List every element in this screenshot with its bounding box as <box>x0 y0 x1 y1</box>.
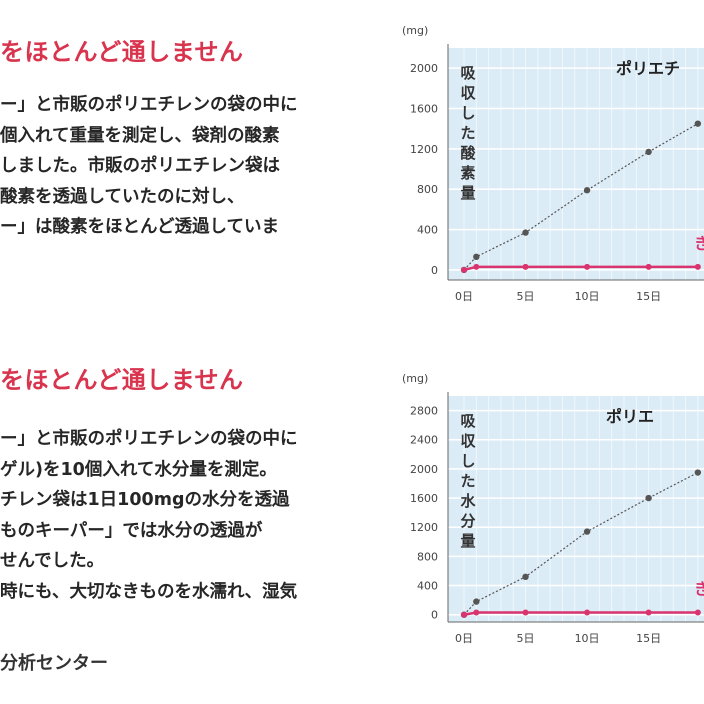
body-line: 時にも、大切なきものを水濡れ、湿気 <box>0 581 298 602</box>
oxygen-ylabel-char: 収 <box>460 84 476 102</box>
oxygen-series-0-point <box>473 253 480 260</box>
moisture-series-1-label: き <box>694 580 704 599</box>
moisture-ylabel-char: 水 <box>460 492 476 510</box>
oxygen-unit-label: (mg) <box>402 24 428 37</box>
oxygen-series-1-point <box>584 263 591 270</box>
moisture-ytick-label: 1600 <box>410 492 438 505</box>
moisture-xtick-label: 15日 <box>636 632 661 645</box>
section-2-body: ー」と市販のポリエチレンの袋の中に ゲル)を10個入れて水分量を測定。 チレン袋… <box>0 424 385 607</box>
moisture-series-1-point <box>522 609 529 616</box>
moisture-ytick-label: 2800 <box>410 405 438 418</box>
oxygen-ylabel-char: 量 <box>460 184 475 202</box>
moisture-ytick-label: 2000 <box>410 463 438 476</box>
moisture-series-1-point <box>645 609 652 616</box>
section-1-body: ー」と市販のポリエチレンの袋の中に 個入れて重量を測定し、袋剤の酸素 しました。… <box>0 90 385 243</box>
moisture-xtick-label: 10日 <box>575 632 600 645</box>
section-1-heading: をほとんど通しません <box>0 38 244 66</box>
moisture-chart: (mg) 0 400 800 1200 1600 2000 2400 2800 0日 5日 10日 15… <box>388 358 704 658</box>
oxygen-xtick-label: 10日 <box>575 290 600 303</box>
moisture-xtick-label: 5日 <box>517 632 535 645</box>
body-line: ー」と市販のポリエチレンの袋の中に <box>0 429 298 449</box>
oxygen-ytick-label: 1600 <box>410 103 438 116</box>
body-line: ー」と市販のポリエチレンの袋の中に <box>0 95 298 115</box>
oxygen-ylabel-char: た <box>460 124 475 142</box>
moisture-series-0-point <box>694 469 702 476</box>
body-line: しました。市販のポリエチレン袋は <box>0 156 280 176</box>
oxygen-xtick-label: 15日 <box>636 290 661 303</box>
oxygen-series-0-label: ポリエチ <box>616 59 680 78</box>
moisture-ytick-label: 1200 <box>410 521 438 534</box>
moisture-ytick-label: 800 <box>417 550 438 563</box>
moisture-ylabel-char: 分 <box>460 512 475 530</box>
moisture-series-1-point <box>473 609 480 616</box>
oxygen-series-1-point <box>694 263 701 270</box>
oxygen-series-1-point <box>645 263 652 270</box>
moisture-series-0-point <box>645 494 652 502</box>
oxygen-ytick-label: 800 <box>417 183 438 196</box>
moisture-series-1-point <box>694 609 701 616</box>
moisture-ylabel-char: し <box>460 452 475 470</box>
oxygen-series-0-point <box>583 187 591 194</box>
oxygen-series-1-point <box>522 263 529 270</box>
moisture-series-1-point <box>584 609 591 616</box>
moisture-unit-label: (mg) <box>402 372 428 385</box>
oxygen-series-0-line <box>463 123 699 271</box>
oxygen-chart: (mg) 0 400 800 1200 1600 2000 0日 5日 10日 15日 吸収した酸素量… <box>388 10 704 310</box>
moisture-ytick-label: 0 <box>431 609 438 622</box>
oxygen-series-0-point <box>522 229 529 236</box>
oxygen-ylabel-char: し <box>460 104 475 122</box>
oxygen-xtick-label: 0日 <box>455 290 473 303</box>
body-line: 酸素を透過していたのに対し、 <box>0 186 245 207</box>
body-line: ゲル)を10個入れて水分量を測定。 <box>0 459 277 480</box>
oxygen-plot-area <box>448 48 704 280</box>
moisture-chart-svg: (mg) 0 400 800 1200 1600 2000 2400 2800 0日 5日 10日 15… <box>402 372 704 645</box>
oxygen-series-1-label: き <box>694 234 704 253</box>
moisture-ylabel-char: 量 <box>460 532 475 550</box>
oxygen-series-1-point <box>473 263 480 270</box>
moisture-series-0-point <box>473 598 480 605</box>
oxygen-series-0-point <box>694 120 702 127</box>
source-credit: 分析センター <box>0 653 108 674</box>
moisture-plot-area <box>448 396 704 622</box>
oxygen-chart-svg: (mg) 0 400 800 1200 1600 2000 0日 5日 10日 15日 吸収した酸素量… <box>402 24 704 303</box>
body-line: チレン袋は1日100mgの水分を透過 <box>0 490 290 510</box>
moisture-ylabel-char: た <box>460 472 475 490</box>
oxygen-xtick-label: 5日 <box>517 290 535 303</box>
oxygen-ytick-label: 1200 <box>410 143 438 156</box>
moisture-series-1-point <box>461 611 467 618</box>
body-line: ものキーパー」では水分の透過が <box>0 520 263 541</box>
oxygen-ytick-label: 400 <box>417 224 438 237</box>
oxygen-ylabel-char: 酸 <box>460 144 476 162</box>
moisture-series-0-point <box>583 528 591 535</box>
moisture-ylabel-char: 収 <box>460 432 476 450</box>
oxygen-series-0-point <box>645 148 652 156</box>
oxygen-ytick-label: 0 <box>431 264 438 277</box>
oxygen-ytick-label: 2000 <box>410 62 438 75</box>
oxygen-ylabel-char: 吸 <box>460 64 476 82</box>
section-2-heading: をほとんど通しません <box>0 366 244 394</box>
moisture-ytick-label: 400 <box>417 580 438 593</box>
moisture-ylabel-char: 吸 <box>460 412 476 430</box>
body-line: ー」は酸素をほとんど透過していま <box>0 217 279 237</box>
moisture-series-0-point <box>522 573 529 580</box>
body-line: 個入れて重量を測定し、袋剤の酸素 <box>0 125 280 146</box>
oxygen-ylabel-char: 素 <box>460 164 475 182</box>
moisture-series-0-label: ポリエ <box>606 407 654 426</box>
moisture-ytick-label: 2400 <box>410 434 438 447</box>
moisture-xtick-label: 0日 <box>455 632 473 645</box>
moisture-series-0-line <box>463 472 699 616</box>
oxygen-series-1-point <box>461 266 467 273</box>
body-line: せんでした。 <box>0 551 105 571</box>
